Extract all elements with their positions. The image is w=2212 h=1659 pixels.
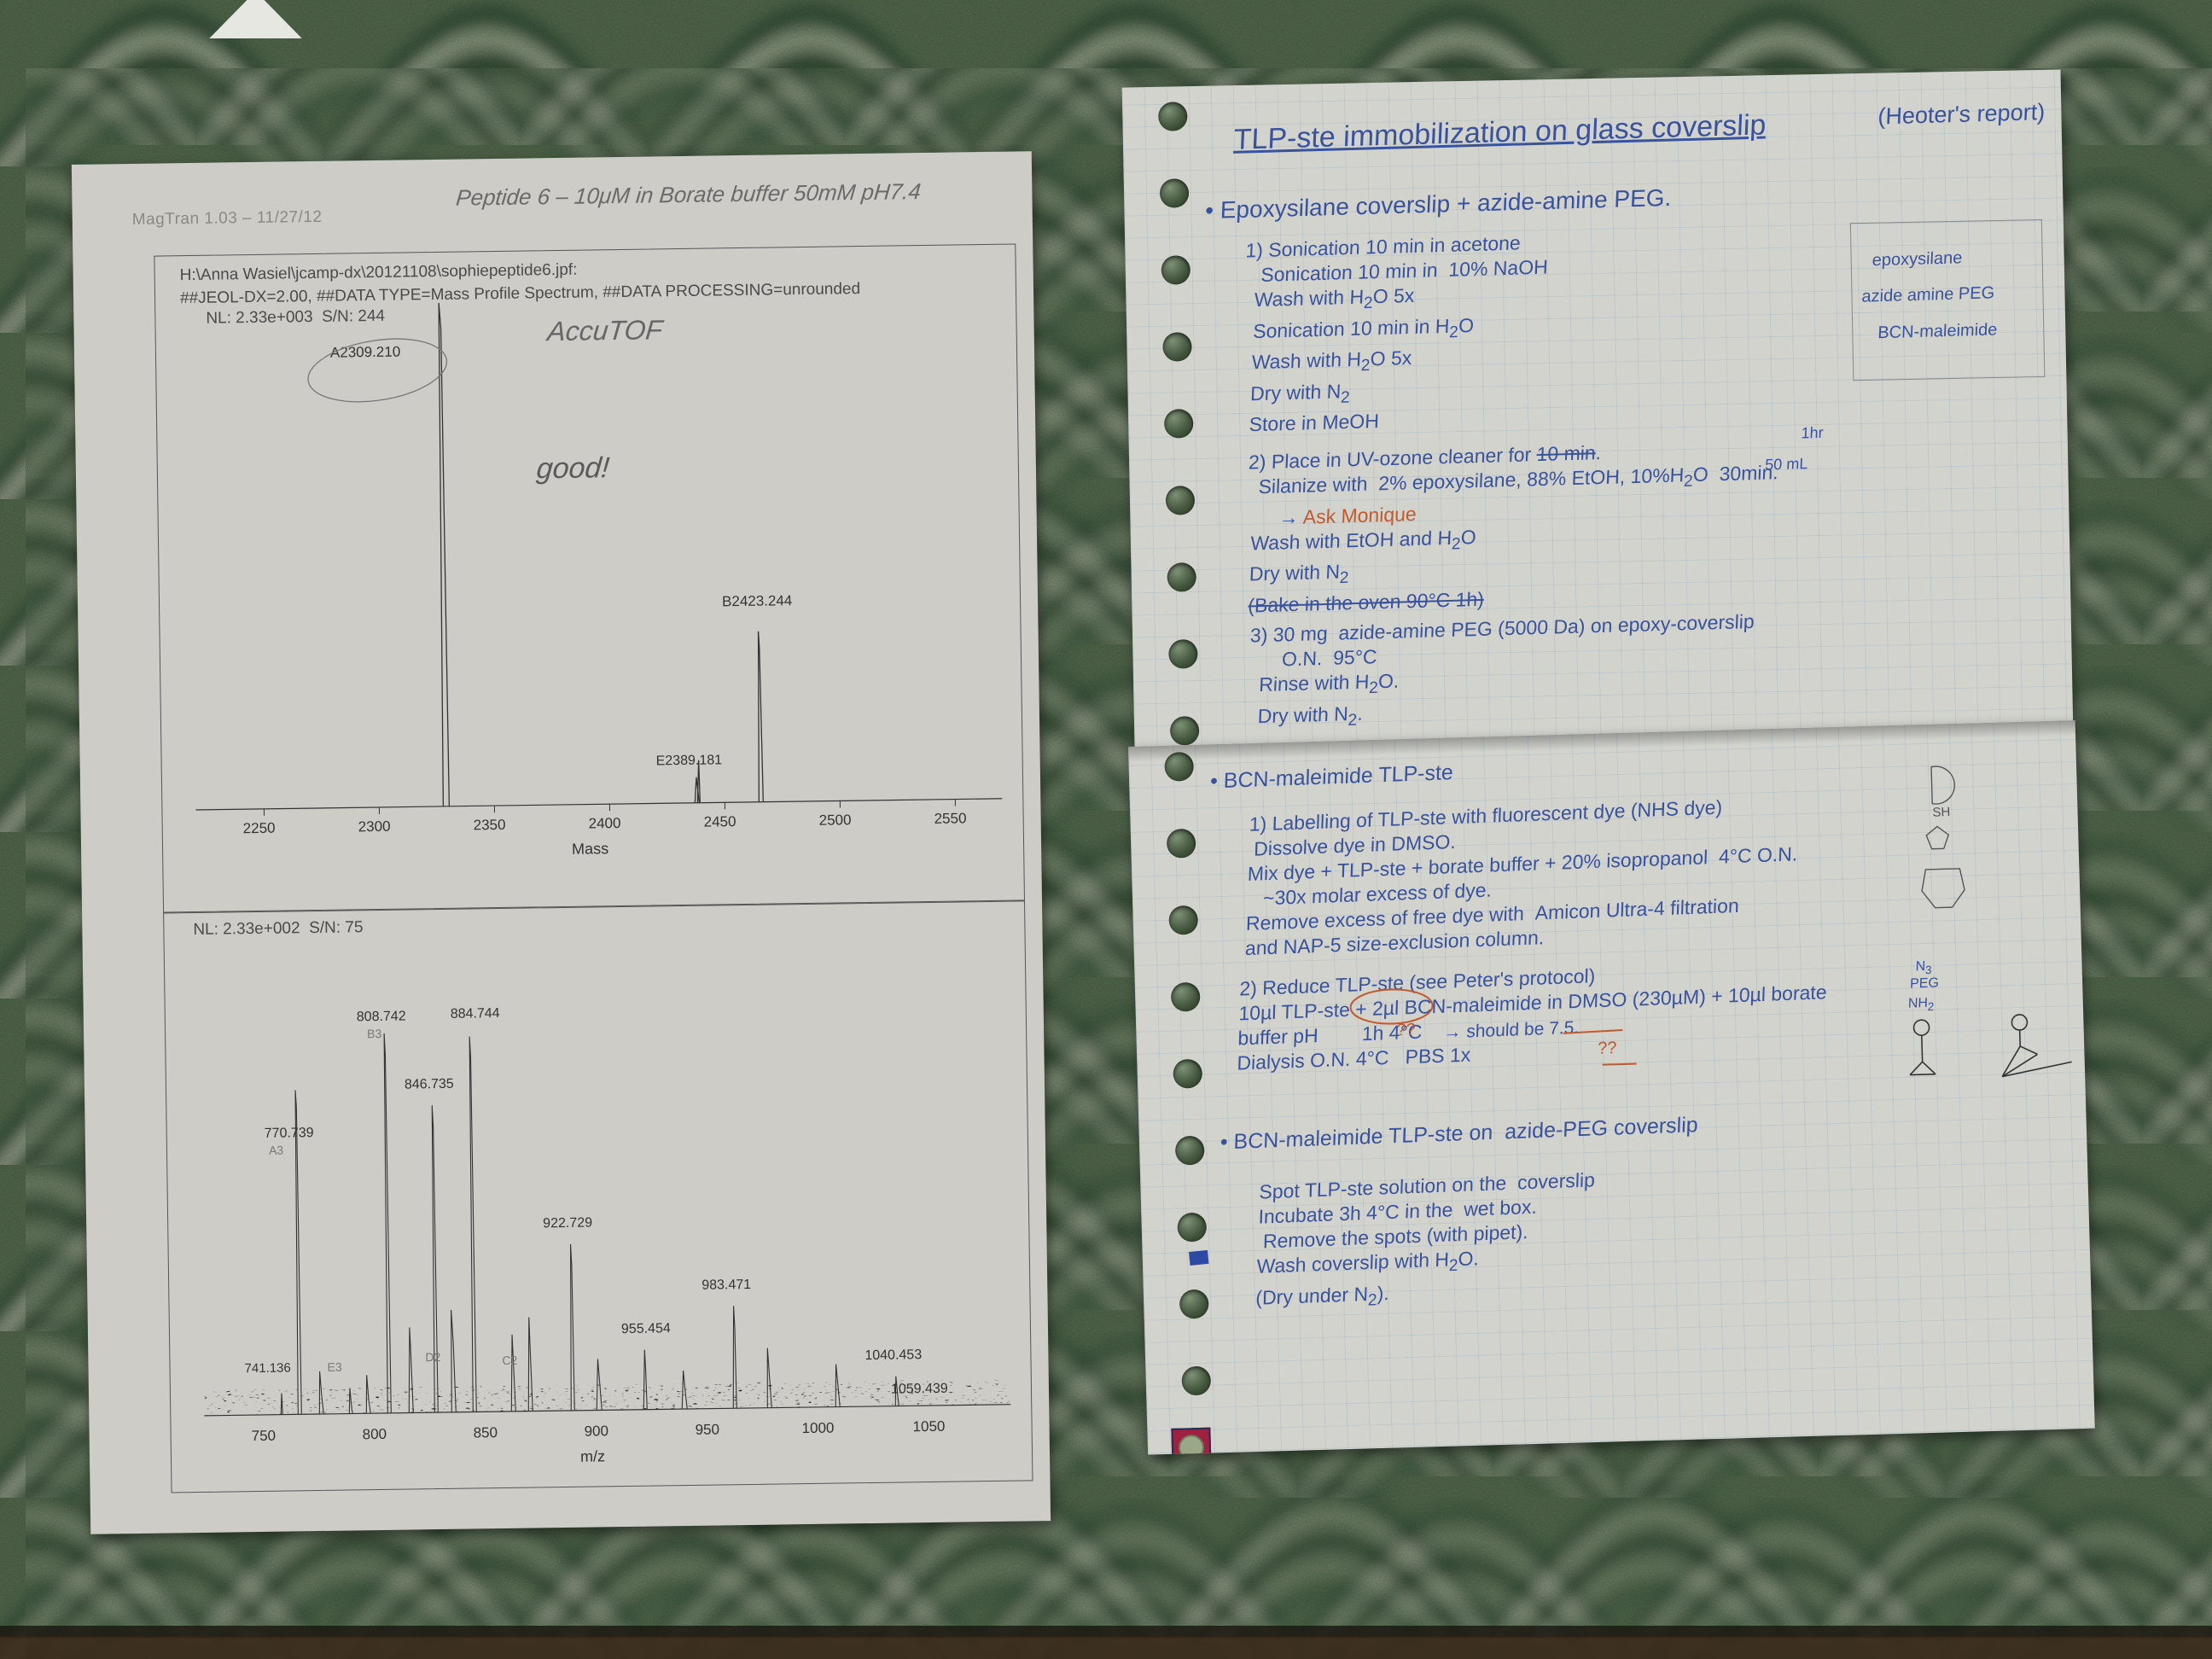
svg-text:m/z: m/z	[580, 1447, 605, 1464]
svg-text:770.739: 770.739	[265, 1126, 314, 1141]
svg-text:2250: 2250	[243, 820, 276, 837]
svg-text:884.744: 884.744	[451, 1006, 500, 1022]
svg-text:850: 850	[474, 1424, 498, 1441]
svg-text:SH: SH	[1932, 805, 1950, 820]
svg-text:2450: 2450	[704, 813, 736, 830]
svg-text:750: 750	[252, 1428, 276, 1444]
svg-text:E2389.181: E2389.181	[656, 753, 723, 768]
svg-text:B3: B3	[367, 1027, 382, 1040]
svg-text:900: 900	[584, 1423, 608, 1439]
svg-text:741.136: 741.136	[244, 1360, 290, 1376]
svg-text:C2: C2	[502, 1353, 517, 1367]
svg-text:A3: A3	[269, 1144, 284, 1157]
svg-text:983.471: 983.471	[701, 1278, 751, 1293]
svg-text:2500: 2500	[819, 812, 852, 829]
svg-text:846.735: 846.735	[405, 1077, 454, 1092]
svg-text:2350: 2350	[474, 817, 506, 834]
svg-text:1000: 1000	[801, 1420, 834, 1437]
svg-text:922.729: 922.729	[543, 1216, 592, 1231]
svg-text:955.454: 955.454	[621, 1321, 671, 1336]
svg-text:1059.439: 1059.439	[891, 1382, 948, 1397]
svg-text:950: 950	[695, 1421, 719, 1437]
svg-text:1050: 1050	[912, 1418, 945, 1435]
svg-text:1040.453: 1040.453	[864, 1348, 922, 1363]
svg-text:A2309.210: A2309.210	[330, 344, 401, 361]
svg-text:2400: 2400	[589, 815, 621, 832]
svg-text:E3: E3	[327, 1360, 342, 1374]
svg-text:B2423.244: B2423.244	[722, 592, 793, 609]
svg-text:2550: 2550	[934, 810, 967, 827]
svg-text:2300: 2300	[358, 818, 391, 835]
svg-text:Mass: Mass	[572, 840, 608, 858]
svg-text:D2: D2	[425, 1350, 440, 1364]
svg-text:800: 800	[363, 1426, 387, 1442]
svg-text:808.742: 808.742	[357, 1010, 406, 1025]
